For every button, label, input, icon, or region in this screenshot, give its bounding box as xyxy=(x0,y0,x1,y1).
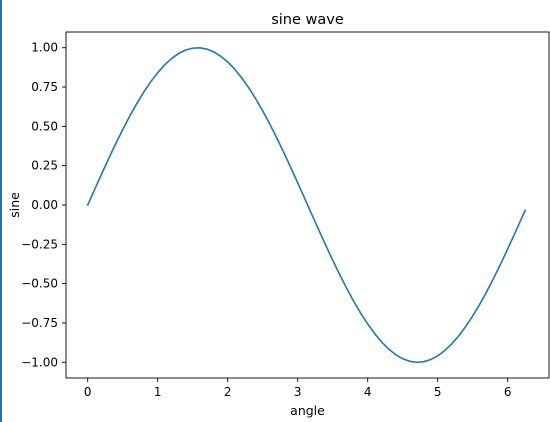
x-tick-label: 6 xyxy=(504,385,512,399)
series-line-0 xyxy=(86,46,527,364)
y-tick-label: −1.00 xyxy=(21,355,58,369)
chart-title: sine wave xyxy=(271,12,344,28)
x-tick-label: 4 xyxy=(364,385,372,399)
y-axis-label: sine xyxy=(7,192,22,218)
x-tick-label: 2 xyxy=(224,385,232,399)
x-tick-label: 3 xyxy=(294,385,302,399)
x-tick-label: 0 xyxy=(84,385,92,399)
y-tick-label: 0.75 xyxy=(31,80,58,94)
y-tick-label: −0.50 xyxy=(21,277,58,291)
window-edge xyxy=(0,0,2,422)
y-tick-label: −0.25 xyxy=(21,237,58,251)
y-tick-label: −0.75 xyxy=(21,316,58,330)
x-tick-label: 1 xyxy=(154,385,162,399)
y-tick-label: 0.25 xyxy=(31,159,58,173)
y-tick-label: 1.00 xyxy=(31,41,58,55)
plot-area: 0 1 2 3 4 5 6 1.00 0.75 0.50 0.25 0.00 −0.25 −0.50 −0.… xyxy=(21,31,550,399)
x-tick-label: 5 xyxy=(434,385,442,399)
y-tick-label: 0.50 xyxy=(31,119,58,133)
y-tick-label: 0.00 xyxy=(31,198,58,212)
x-axis-label: angle xyxy=(290,403,325,418)
